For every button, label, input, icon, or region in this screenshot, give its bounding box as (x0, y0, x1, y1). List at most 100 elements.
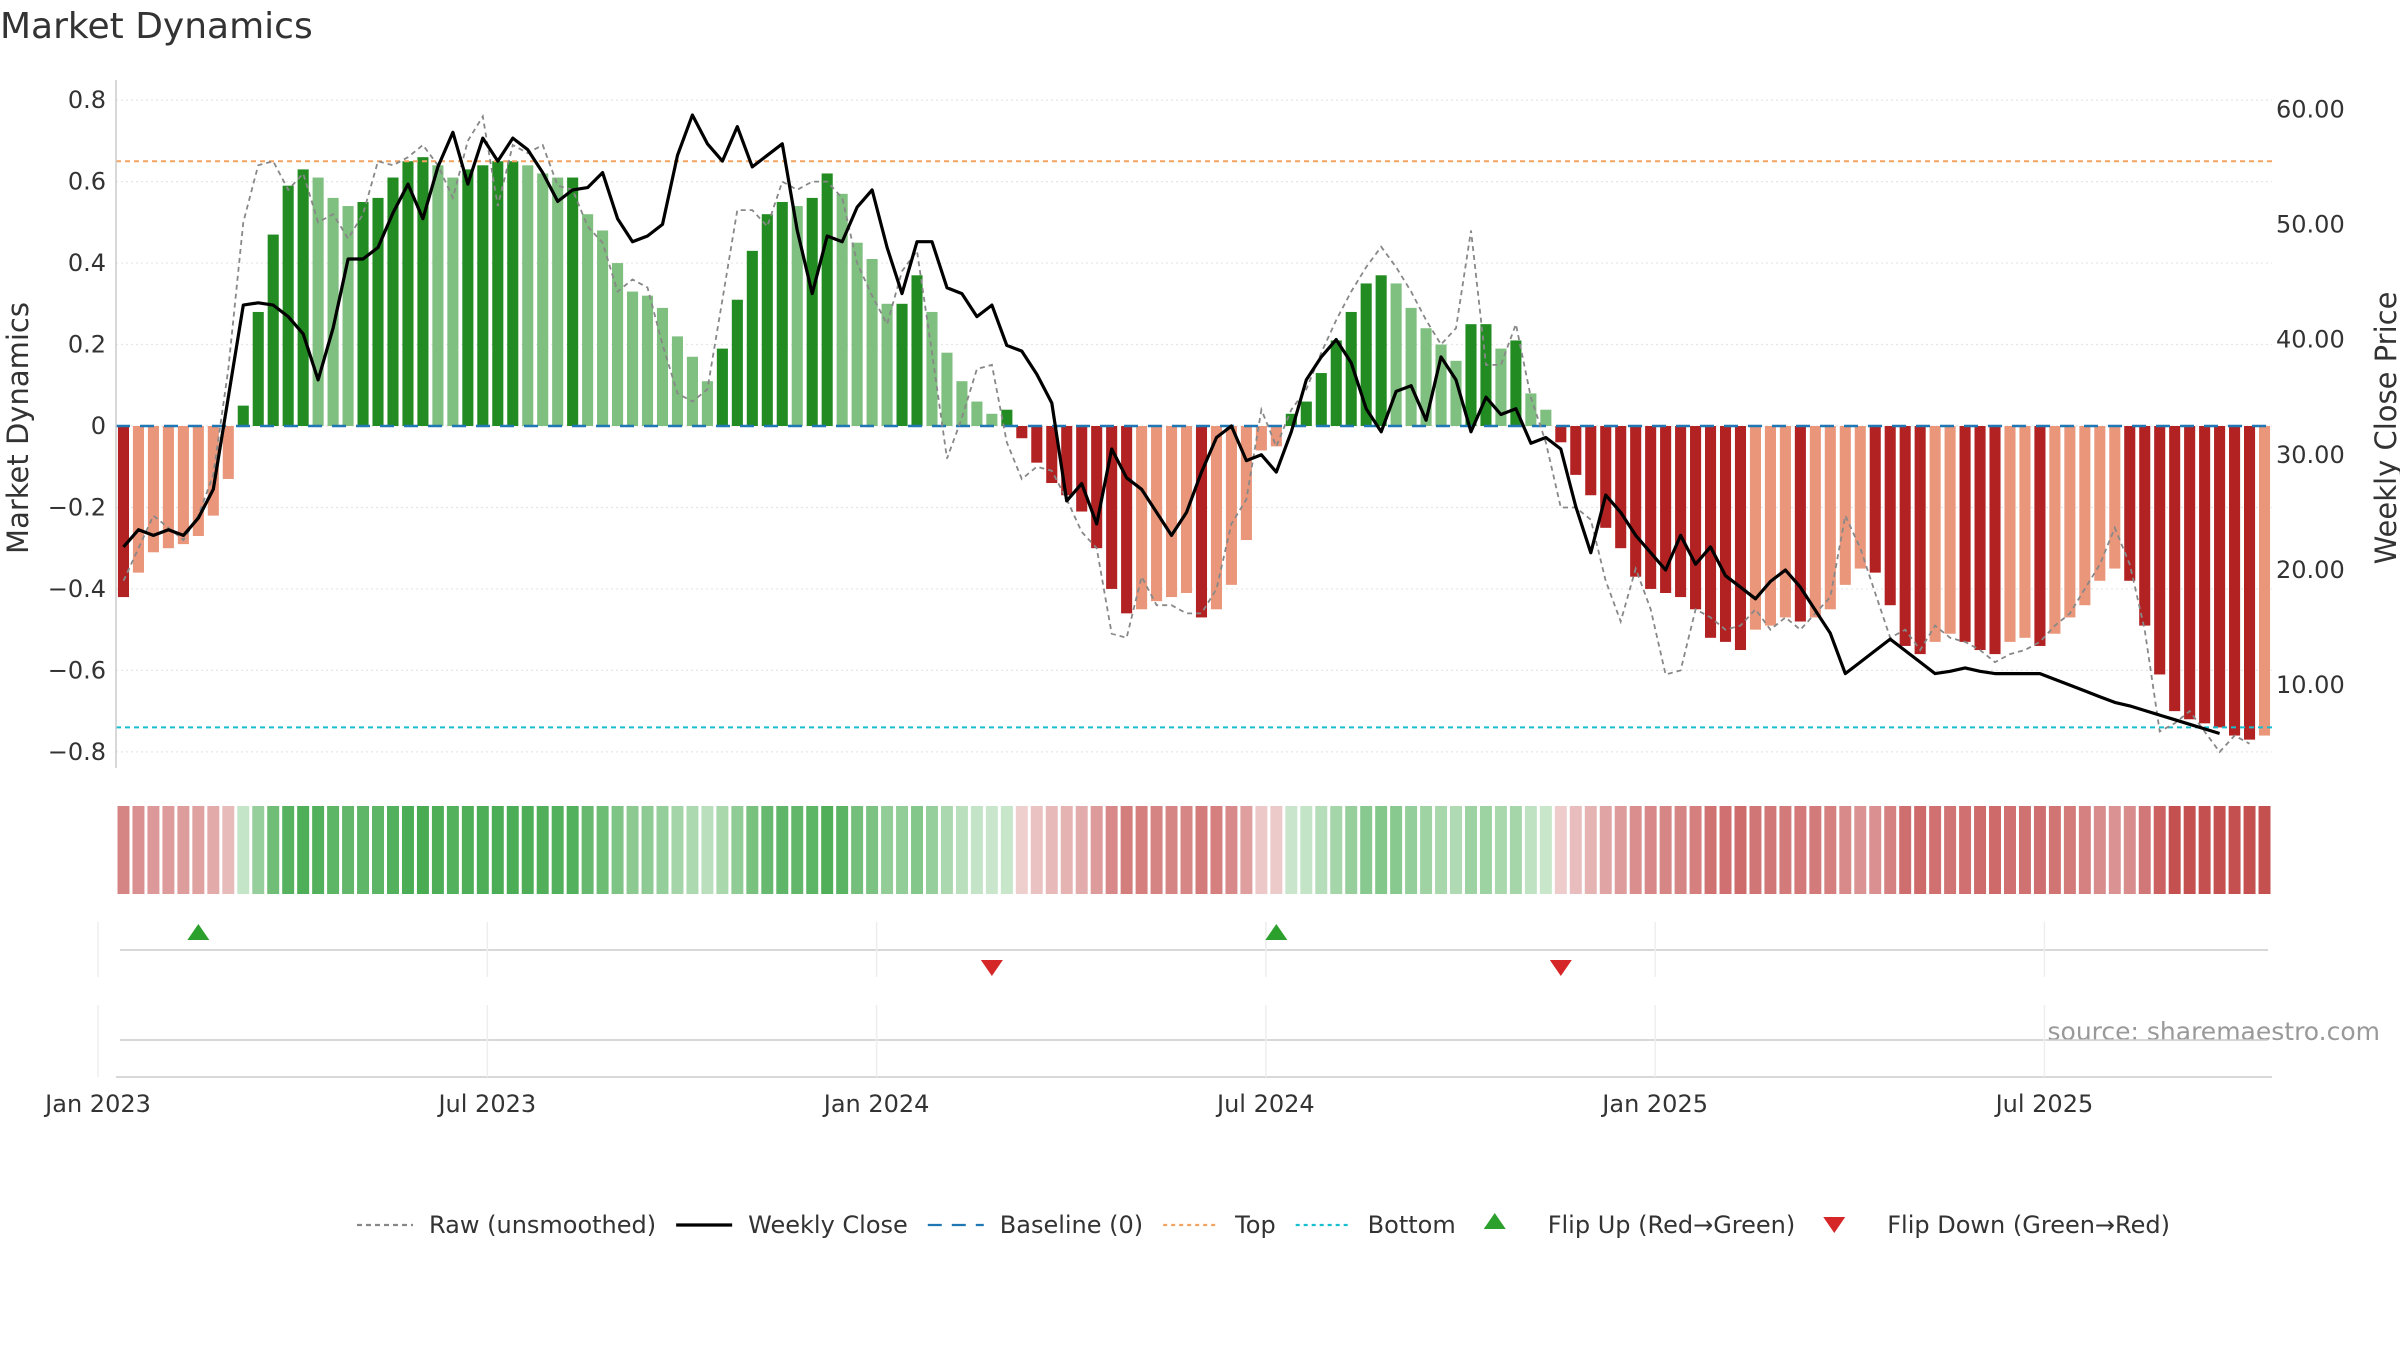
regime-strip-cell (1719, 806, 1732, 894)
regime-strip-cell (1524, 806, 1537, 894)
bar (402, 161, 414, 426)
regime-strip-cell (1614, 806, 1627, 894)
bar (2169, 426, 2181, 712)
bar (387, 177, 399, 426)
bar (1854, 426, 1866, 569)
bar (627, 291, 639, 426)
regime-strip-cell (1135, 806, 1148, 894)
regime-strip-cell (881, 806, 894, 894)
regime-strip-cell (1030, 806, 1043, 894)
x-tick-label: Jul 2024 (1215, 1090, 1315, 1118)
regime-strip-cell (1509, 806, 1522, 894)
regime-strip (117, 806, 2271, 894)
flip-up-marker (187, 924, 210, 940)
regime-strip-cell (761, 806, 774, 894)
regime-strip-cell (940, 806, 953, 894)
regime-strip-cell (1914, 806, 1927, 894)
regime-strip-cell (1405, 806, 1418, 894)
regime-strip-cell (2033, 806, 2046, 894)
bar (357, 201, 369, 426)
legend-symbol (1823, 1217, 1846, 1233)
bar-series (117, 157, 2271, 740)
regime-strip-cell (686, 806, 699, 894)
legend-label: Top (1234, 1211, 1276, 1239)
bar (701, 381, 713, 426)
bar (1450, 360, 1462, 426)
regime-strip-cell (1165, 806, 1178, 894)
regime-strip-cell (1015, 806, 1028, 894)
regime-strip-cell (2228, 806, 2241, 894)
regime-strip-cell (1390, 806, 1403, 894)
y-tick-label: −0.2 (48, 493, 106, 521)
regime-strip-cell (1809, 806, 1822, 894)
bar (1525, 393, 1537, 426)
bar (881, 303, 893, 426)
bar (222, 426, 234, 479)
bar (746, 250, 758, 426)
bar (791, 206, 803, 426)
bar (1106, 426, 1118, 589)
bar (926, 311, 938, 426)
bar (267, 234, 279, 426)
bar (1600, 426, 1612, 528)
bar (716, 348, 728, 426)
regime-strip-cell (985, 806, 998, 894)
bar (1031, 426, 1043, 463)
bar (432, 165, 444, 426)
regime-strip-cell (1899, 806, 1912, 894)
regime-strip-cell (1839, 806, 1852, 894)
regime-strip-cell (506, 806, 519, 894)
regime-strip-cell (611, 806, 624, 894)
bar (1555, 426, 1567, 443)
x-tick-label: Jul 2025 (1994, 1090, 2094, 1118)
regime-strip-cell (327, 806, 340, 894)
bar (2064, 426, 2076, 618)
regime-strip-cell (1450, 806, 1463, 894)
y-tick-label: 0 (91, 412, 106, 440)
bar (1166, 426, 1178, 598)
y-tick-label: −0.4 (48, 575, 106, 603)
y-tick-label: −0.6 (48, 656, 106, 684)
regime-strip-cell (551, 806, 564, 894)
bar (1240, 426, 1252, 541)
bar (1360, 283, 1372, 426)
bar (986, 413, 998, 426)
legend-symbol (1483, 1213, 1506, 1229)
regime-strip-cell (1929, 806, 1942, 894)
regime-strip-cell (342, 806, 355, 894)
bar (1719, 426, 1732, 642)
regime-strip-cell (1794, 806, 1807, 894)
regime-strip-cell (2003, 806, 2016, 894)
raw-unsmoothed-line (122, 113, 2250, 754)
regime-strip-cell (1644, 806, 1657, 894)
bar (177, 426, 189, 545)
bar (1016, 426, 1028, 439)
bar (312, 177, 324, 426)
regime-strip-cell (1225, 806, 1238, 894)
bar (2154, 426, 2166, 675)
regime-strip-cell (1659, 806, 1672, 894)
bar (1510, 340, 1522, 426)
regime-strip-cell (641, 806, 654, 894)
bar (1824, 426, 1836, 610)
x-tick-label: Jan 2025 (1600, 1090, 1708, 1118)
bar (1285, 413, 1297, 426)
legend-label: Flip Up (Red→Green) (1548, 1211, 1796, 1239)
regime-strip-cell (1060, 806, 1073, 894)
bar (192, 426, 204, 536)
bar (1255, 426, 1267, 451)
regime-strip-cell (267, 806, 280, 894)
regime-strip-cell (1569, 806, 1582, 894)
bar (971, 401, 983, 426)
bar (671, 336, 683, 426)
regime-strip-cell (596, 806, 609, 894)
regime-strip-cell (1120, 806, 1133, 894)
regime-strip-cell (2078, 806, 2091, 894)
regime-strip-cell (1764, 806, 1777, 894)
regime-strip-cell (1075, 806, 1088, 894)
bar (956, 381, 968, 426)
bar (1794, 426, 1806, 622)
regime-strip-cell (1539, 806, 1552, 894)
regime-strip-cell (1420, 806, 1433, 894)
